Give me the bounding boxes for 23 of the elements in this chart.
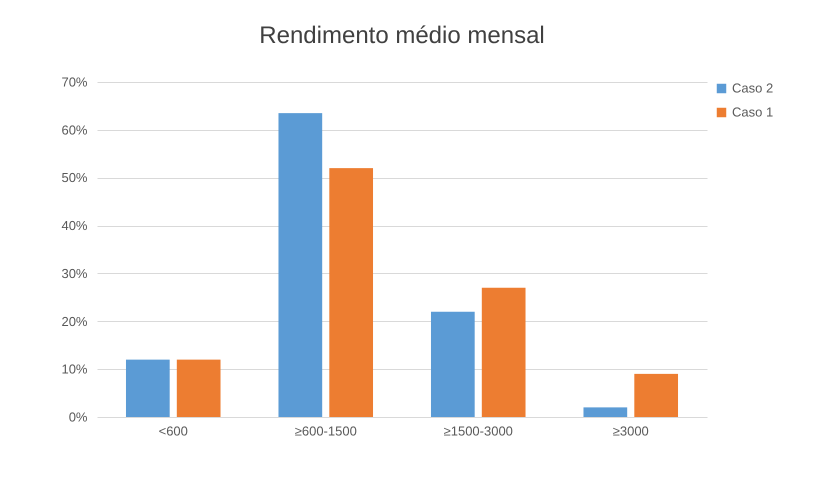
- bar: [583, 407, 628, 417]
- chart-title: Rendimento médio mensal: [259, 22, 545, 49]
- x-tick-label: <600: [158, 424, 188, 438]
- x-tick-label: ≥3000: [612, 424, 649, 438]
- y-tick-label: 0%: [68, 410, 88, 424]
- bar: [482, 288, 526, 417]
- x-tick-label: ≥1500-3000: [444, 424, 513, 438]
- bar: [430, 312, 475, 417]
- x-tick-label: ≥600-1500: [294, 424, 357, 438]
- y-tick-label: 20%: [61, 314, 88, 329]
- bar: [329, 168, 374, 417]
- bar: [278, 113, 322, 417]
- bar: [634, 374, 678, 417]
- y-tick-label: 70%: [61, 74, 88, 90]
- y-tick-label: 10%: [61, 362, 88, 377]
- legend-label: Caso 2: [732, 80, 774, 96]
- y-tick-label: 30%: [61, 266, 88, 281]
- legend-label: Caso 1: [732, 104, 774, 120]
- bar: [176, 360, 221, 417]
- y-tick-label: 50%: [61, 170, 88, 186]
- y-tick-label: 60%: [61, 122, 88, 138]
- bar: [126, 360, 170, 417]
- y-tick-label: 40%: [61, 218, 88, 234]
